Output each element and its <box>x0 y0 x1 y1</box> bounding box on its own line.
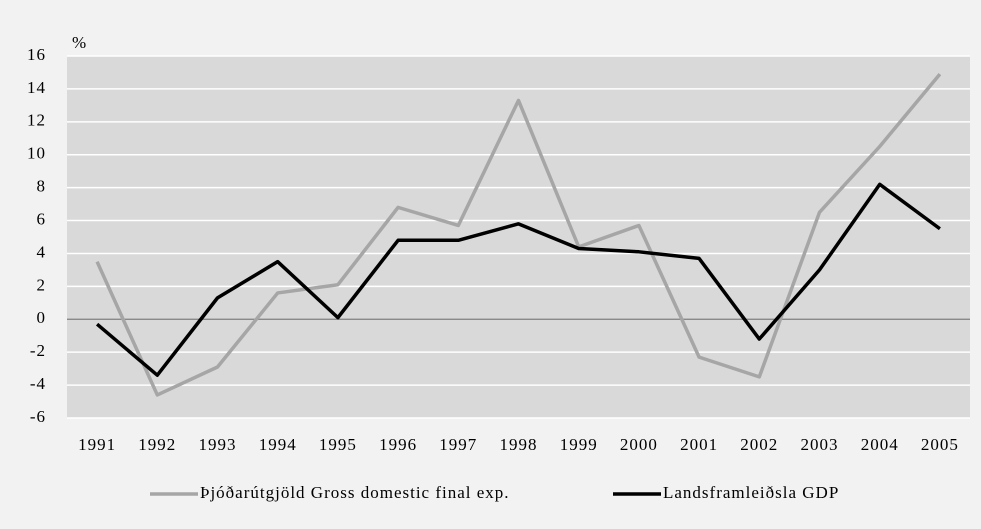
y-tick-label: -4 <box>30 374 46 393</box>
y-tick-label: 0 <box>37 308 47 327</box>
y-tick-label: -2 <box>30 341 46 360</box>
series-line <box>95 182 941 377</box>
x-tick-label: 2003 <box>801 435 839 454</box>
y-tick-label: -6 <box>30 407 46 426</box>
y-tick-label: 8 <box>37 177 47 196</box>
y-tick-label: 6 <box>37 209 47 228</box>
y-tick-label: 2 <box>37 275 47 294</box>
plot-area <box>67 56 970 418</box>
x-tick-label: 1991 <box>78 435 116 454</box>
x-tick-label: 2005 <box>921 435 959 454</box>
y-tick-label: 10 <box>27 144 46 163</box>
y-tick-label: 16 <box>27 45 46 64</box>
series-line <box>95 72 942 397</box>
x-tick-label: 1999 <box>560 435 598 454</box>
x-tick-label: 1993 <box>199 435 237 454</box>
x-tick-label: 1995 <box>319 435 357 454</box>
x-tick-label: 1997 <box>439 435 477 454</box>
y-axis-label: % <box>72 33 87 52</box>
x-tick-label: 2002 <box>740 435 778 454</box>
y-tick-label: 12 <box>27 111 46 130</box>
legend-label: Þjóðarútgjöld Gross domestic final exp. <box>200 483 510 502</box>
x-tick-label: 2001 <box>680 435 718 454</box>
legend-label: Landsframleiðsla GDP <box>663 483 839 502</box>
x-tick-label: 2000 <box>620 435 658 454</box>
y-tick-label: 4 <box>37 242 47 261</box>
x-tick-label: 1996 <box>379 435 417 454</box>
x-tick-label: 1992 <box>138 435 176 454</box>
x-tick-label: 1994 <box>259 435 297 454</box>
x-tick-label: 1998 <box>500 435 538 454</box>
x-tick-label: 2004 <box>861 435 899 454</box>
y-tick-label: 14 <box>27 78 46 97</box>
